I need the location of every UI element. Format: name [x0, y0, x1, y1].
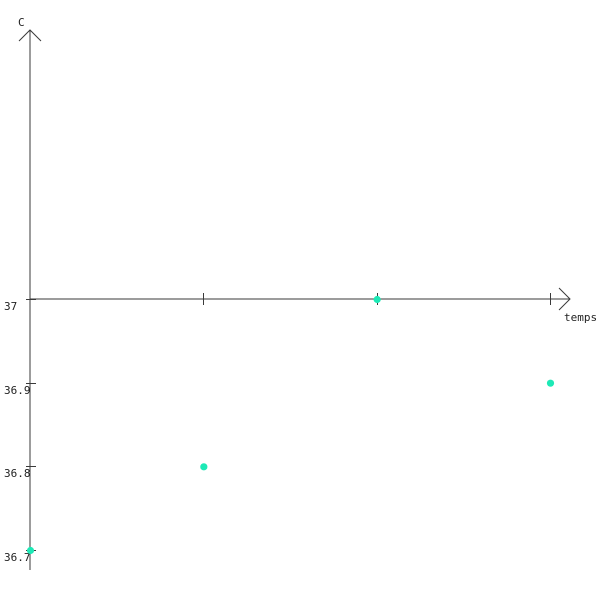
data-point [546, 379, 555, 387]
y-tick-label: 36.7 [4, 551, 31, 564]
y-axis: C [18, 16, 42, 570]
y-tick-label: 36.8 [4, 467, 31, 480]
data-point [373, 295, 381, 304]
data-point [200, 463, 208, 471]
x-axis: temps [30, 287, 597, 324]
data-points [26, 295, 555, 555]
y-axis-arrow-icon [18, 29, 42, 42]
data-point [26, 546, 35, 555]
y-tick-label: 37 [4, 300, 17, 313]
x-axis-arrow-icon [558, 287, 571, 311]
y-axis-label: C [18, 16, 25, 29]
y-ticks: 37 36.9 36.8 36.7 [4, 299, 36, 564]
x-axis-label: temps [564, 311, 597, 324]
y-tick-label: 36.9 [4, 384, 31, 397]
